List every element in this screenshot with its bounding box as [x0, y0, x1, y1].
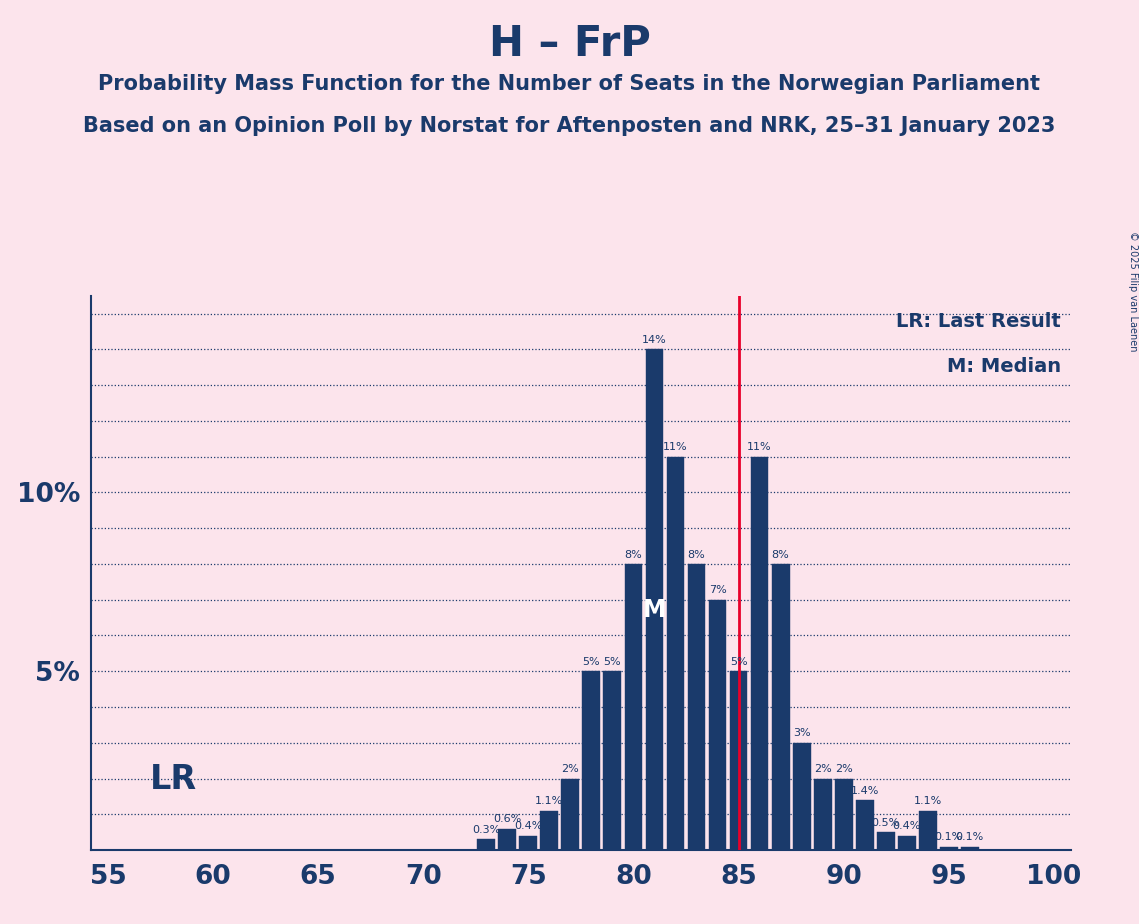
Text: 7%: 7% [708, 586, 727, 595]
Text: 3%: 3% [793, 728, 811, 738]
Text: 0.1%: 0.1% [935, 833, 962, 842]
Bar [477, 839, 495, 850]
Text: 11%: 11% [747, 443, 772, 453]
Bar [940, 846, 958, 850]
Text: 8%: 8% [624, 550, 642, 560]
Bar [855, 800, 874, 850]
Text: 2%: 2% [562, 764, 580, 774]
Text: © 2025 Filip van Laenen: © 2025 Filip van Laenen [1129, 231, 1138, 351]
Text: LR: LR [150, 763, 197, 796]
Text: 2%: 2% [835, 764, 852, 774]
Bar [646, 349, 663, 850]
Bar [813, 779, 831, 850]
Bar [519, 836, 538, 850]
Bar [666, 456, 685, 850]
Text: 5%: 5% [730, 657, 747, 667]
Text: 0.6%: 0.6% [493, 814, 522, 824]
Bar [771, 564, 789, 850]
Text: 1.1%: 1.1% [913, 796, 942, 807]
Text: M: Median: M: Median [947, 357, 1060, 376]
Text: 5%: 5% [604, 657, 621, 667]
Bar [582, 671, 600, 850]
Text: Based on an Opinion Poll by Norstat for Aftenposten and NRK, 25–31 January 2023: Based on an Opinion Poll by Norstat for … [83, 116, 1056, 136]
Text: 8%: 8% [688, 550, 705, 560]
Bar [624, 564, 642, 850]
Bar [835, 779, 853, 850]
Text: 0.4%: 0.4% [893, 821, 921, 832]
Bar [793, 743, 811, 850]
Bar [877, 833, 894, 850]
Text: 0.3%: 0.3% [473, 825, 500, 835]
Bar [730, 671, 747, 850]
Text: 0.1%: 0.1% [956, 833, 984, 842]
Bar [708, 600, 727, 850]
Bar [540, 810, 558, 850]
Bar [898, 836, 916, 850]
Text: 1.1%: 1.1% [535, 796, 564, 807]
Bar [961, 846, 978, 850]
Text: M: M [642, 598, 666, 622]
Text: H – FrP: H – FrP [489, 23, 650, 65]
Text: 11%: 11% [663, 443, 688, 453]
Bar [499, 829, 516, 850]
Text: 1.4%: 1.4% [851, 785, 879, 796]
Text: 14%: 14% [642, 335, 666, 345]
Text: 2%: 2% [813, 764, 831, 774]
Bar [604, 671, 622, 850]
Text: 0.4%: 0.4% [514, 821, 542, 832]
Bar [562, 779, 580, 850]
Bar [919, 810, 936, 850]
Text: 5%: 5% [582, 657, 600, 667]
Text: Probability Mass Function for the Number of Seats in the Norwegian Parliament: Probability Mass Function for the Number… [98, 74, 1041, 94]
Text: LR: Last Result: LR: Last Result [896, 312, 1060, 332]
Text: 8%: 8% [772, 550, 789, 560]
Bar [751, 456, 769, 850]
Bar [688, 564, 705, 850]
Text: 0.5%: 0.5% [871, 818, 900, 828]
